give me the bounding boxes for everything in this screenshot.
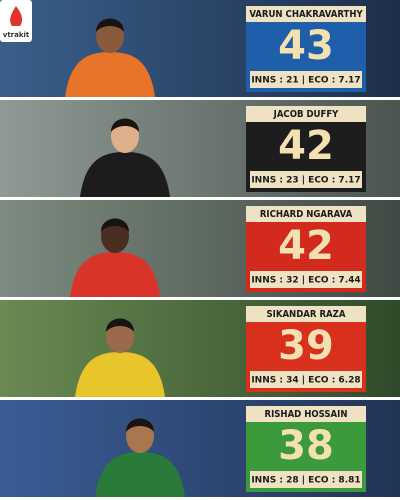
name-band [246, 206, 366, 222]
player-name: VARUN CHAKRAVARTHY [249, 9, 363, 20]
name-band [246, 6, 366, 22]
player-row: RISHAD HOSSAIN 38 INNS : 28 | ECO : 8.81 [0, 400, 400, 497]
player-head [126, 419, 154, 453]
player-stats: INNS : 28 | ECO : 8.81 [251, 476, 360, 486]
player-hair [111, 118, 139, 132]
player-hair [101, 218, 129, 232]
player-hair [126, 418, 154, 432]
player-stats: INNS : 21 | ECO : 7.17 [251, 76, 360, 86]
logo: vtrakit [0, 0, 32, 42]
logo-text: vtrakit [3, 31, 30, 39]
logo-flame [10, 6, 23, 26]
player-row: JACOB DUFFY 42 INNS : 23 | ECO : 7.17 [0, 100, 400, 197]
wickets-number: 42 [278, 123, 334, 169]
player-name: SIKANDAR RAZA [266, 309, 345, 320]
wickets-number: 43 [278, 23, 334, 69]
player-body [95, 452, 185, 497]
wickets-number: 42 [278, 223, 334, 269]
player-body [65, 52, 155, 97]
player-row: SIKANDAR RAZA 39 INNS : 34 | ECO : 6.28 [0, 300, 400, 397]
player-stats: INNS : 34 | ECO : 6.28 [251, 376, 360, 386]
player-stats: INNS : 23 | ECO : 7.17 [251, 176, 360, 186]
player-hair [106, 318, 134, 332]
name-band [246, 106, 366, 122]
player-name: RICHARD NGARAVA [260, 209, 353, 220]
player-stats: INNS : 32 | ECO : 7.44 [251, 276, 360, 286]
stats-band [250, 471, 362, 488]
name-band [246, 306, 366, 322]
player-hair [96, 18, 124, 32]
stats-band [250, 271, 362, 288]
name-band [246, 406, 366, 422]
player-name: RISHAD HOSSAIN [265, 409, 348, 420]
player-head [111, 119, 139, 153]
player-head [96, 19, 124, 53]
wickets-number: 39 [278, 323, 334, 369]
player-head [106, 319, 134, 353]
player-row: VARUN CHAKRAVARTHY 43 INNS : 21 | ECO : 7.… [0, 0, 400, 97]
player-name: JACOB DUFFY [273, 109, 340, 120]
player-body [80, 152, 170, 197]
stats-band [250, 171, 362, 188]
player-row: RICHARD NGARAVA 42 INNS : 32 | ECO : 7.44 [0, 200, 400, 297]
player-body [70, 252, 160, 297]
player-body [75, 352, 165, 397]
stats-band [250, 71, 362, 88]
player-head [101, 219, 129, 253]
stats-band [250, 371, 362, 388]
wickets-number: 38 [278, 423, 334, 469]
